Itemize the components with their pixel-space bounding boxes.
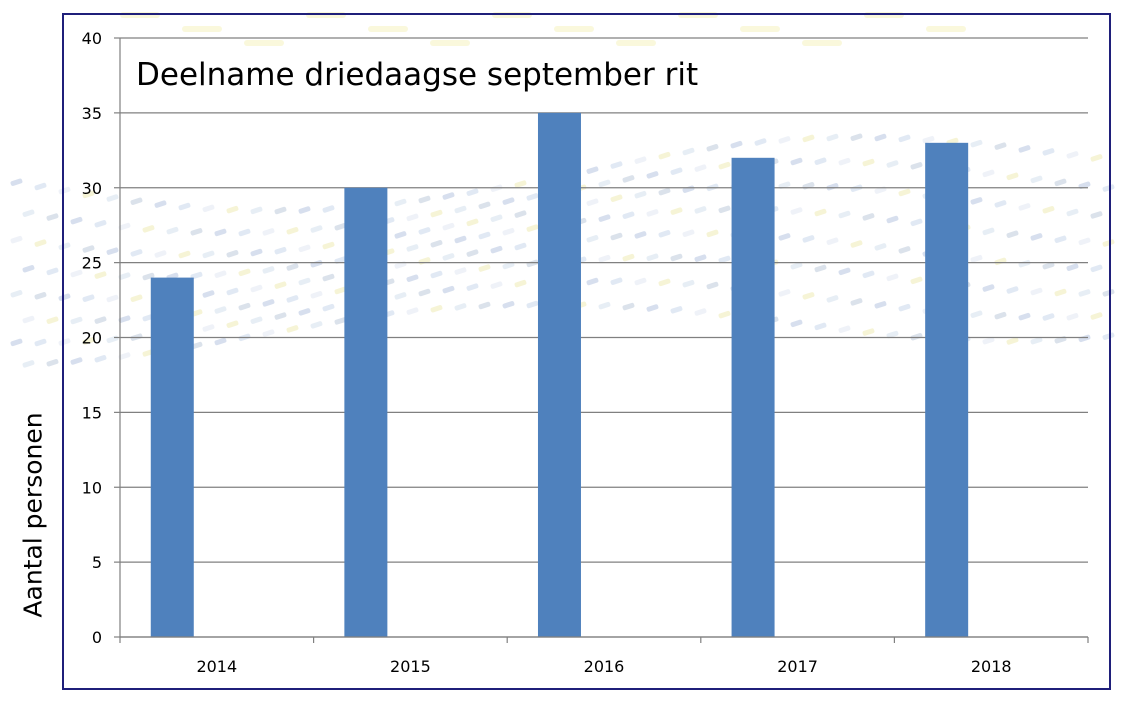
bar-2014 [150,277,194,637]
bar-2018 [925,142,969,637]
x-tick-label: 2016 [584,657,625,676]
bar-2017 [731,157,775,638]
x-tick-labels: 2014 2015 2016 2017 2018 [196,657,1011,676]
axes [114,37,1089,643]
x-tick-label: 2017 [777,657,818,676]
x-tick-label: 2018 [971,657,1012,676]
y-tick-label: 20 [82,329,102,348]
chart-frame [62,13,1111,690]
y-tick-labels: 0 5 10 15 20 25 30 35 40 [82,29,102,647]
bar-2015 [344,187,388,637]
y-tick-label: 30 [82,179,102,198]
y-axis-label: Aantal personen [18,412,48,618]
bar-2016 [537,112,581,637]
y-tick-label: 35 [82,104,102,123]
y-tick-label: 5 [92,553,102,572]
x-tick-label: 2014 [196,657,237,676]
y-tick-label: 15 [82,403,102,422]
y-tick-label: 10 [82,478,102,497]
y-tick-label: 40 [82,29,102,48]
x-tick-label: 2015 [390,657,431,676]
bars [150,112,969,638]
y-tick-label: 0 [92,628,102,647]
chart-title: Deelname driedaagse september rit [136,57,698,93]
y-tick-label: 25 [82,254,102,273]
